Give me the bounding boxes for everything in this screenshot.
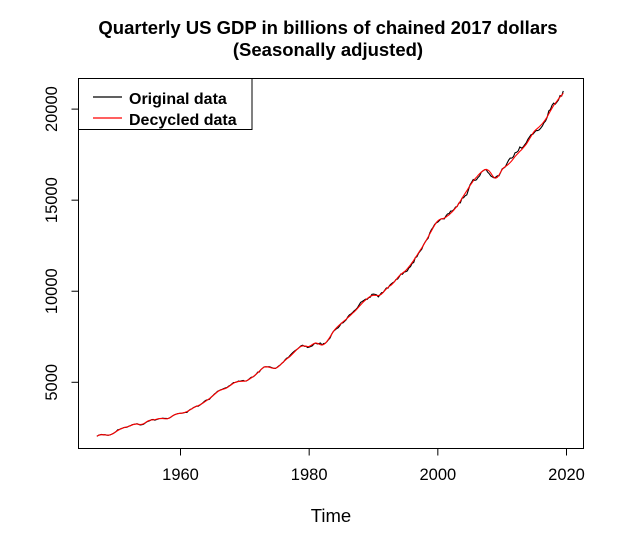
svg-text:2020: 2020 [548, 466, 585, 484]
svg-text:1960: 1960 [162, 466, 199, 484]
svg-text:1980: 1980 [291, 466, 328, 484]
svg-text:10000: 10000 [43, 268, 61, 314]
svg-text:Quarterly US GDP in billions o: Quarterly US GDP in billions of chained … [98, 17, 557, 38]
svg-text:5000: 5000 [43, 364, 61, 401]
svg-text:20000: 20000 [43, 86, 61, 132]
svg-text:15000: 15000 [43, 177, 61, 223]
svg-text:Original data: Original data [129, 91, 227, 108]
svg-text:Decycled data: Decycled data [129, 112, 237, 129]
svg-text:(Seasonally adjusted): (Seasonally adjusted) [233, 39, 423, 60]
svg-text:Time: Time [311, 505, 351, 526]
svg-text:2000: 2000 [419, 466, 456, 484]
